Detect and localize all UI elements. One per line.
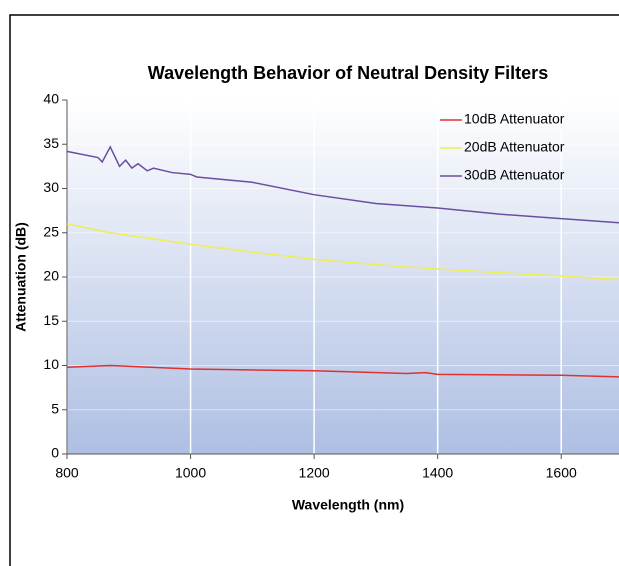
y-tick-label: 35 [43,135,59,151]
y-tick-label: 40 [43,91,59,107]
x-tick-label: 1000 [175,465,206,481]
series-line [66,145,619,224]
series-line [66,364,619,378]
y-tick-label: 15 [43,312,59,328]
chart-title: Wavelength Behavior of Neutral Density F… [148,63,548,83]
legend-label: 20dB Attenuator [464,139,565,155]
y-tick-label: 30 [43,179,59,195]
y-tick-label: 0 [51,445,59,461]
x-tick-label: 1200 [299,465,330,481]
frame [9,14,619,566]
legend-label: 30dB Attenuator [464,167,565,183]
y-tick-label: 10 [43,356,59,372]
x-tick-label: 1400 [422,465,453,481]
y-tick-label: 5 [51,400,59,416]
y-tick-label: 25 [43,223,59,239]
x-tick-label: 800 [55,465,79,481]
x-axis-label: Wavelength (nm) [292,497,404,513]
legend-label: 10dB Attenuator [464,111,565,127]
series-line [66,223,619,281]
y-axis-label: Attenuation (dB) [13,222,29,332]
x-tick-label: 1600 [546,465,577,481]
y-tick-label: 20 [43,268,59,284]
